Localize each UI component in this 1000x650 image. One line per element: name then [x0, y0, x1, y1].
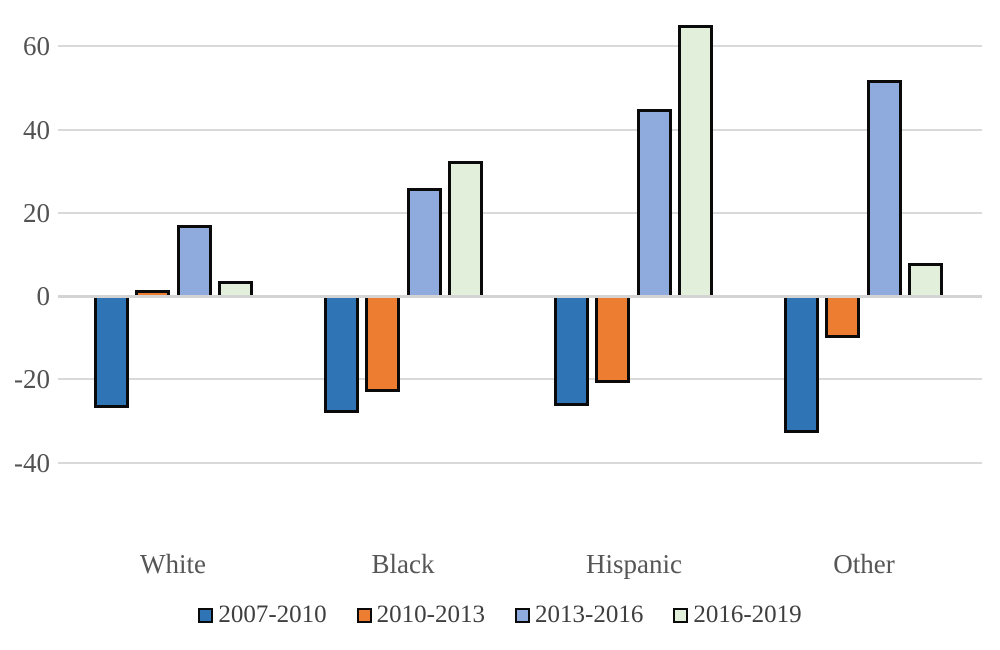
- legend: 2007-2010 2010-2013 2013-2016 2016-2019: [0, 598, 1000, 632]
- x-axis-category-white: White: [140, 549, 206, 579]
- bar-2016-2019-black: [448, 160, 483, 296]
- bar-2013-2016-black: [406, 187, 442, 296]
- legend-label: 2013-2016: [535, 601, 644, 628]
- legend-label: 2016-2019: [693, 601, 802, 628]
- bar-2007-2010-other: [783, 296, 819, 434]
- bar-2013-2016-white: [176, 225, 212, 296]
- y-gridline: [58, 45, 982, 48]
- legend-swatch-icon: [198, 607, 214, 623]
- y-gridline: [58, 378, 982, 381]
- legend-swatch-icon: [673, 607, 689, 623]
- legend-swatch-icon: [515, 607, 530, 623]
- x-axis-category-hispanic: Hispanic: [586, 549, 682, 579]
- y-axis-tick-label: 0: [36, 281, 51, 311]
- bar-2010-2013-black: [365, 296, 400, 392]
- bar-2010-2013-hispanic: [595, 296, 630, 384]
- y-gridline: [58, 211, 982, 214]
- bar-2013-2016-other: [866, 79, 902, 296]
- bar-2016-2019-other: [908, 262, 943, 296]
- legend-swatch-icon: [356, 607, 372, 623]
- legend-item-2016-2019: 2016-2019: [673, 601, 802, 629]
- y-gridline: [58, 128, 982, 131]
- x-axis-zero-line: [58, 294, 982, 298]
- y-axis-tick-label: -40: [14, 447, 50, 478]
- legend-label: 2007-2010: [218, 601, 327, 628]
- y-gridline: [58, 461, 982, 464]
- y-axis-tick-label: 60: [23, 31, 50, 62]
- y-axis-tick-label: 40: [23, 114, 50, 145]
- x-axis-category-other: Other: [833, 549, 895, 579]
- bar-2016-2019-white: [218, 281, 253, 296]
- bar-2007-2010-black: [323, 296, 359, 413]
- bar-2016-2019-hispanic: [678, 25, 713, 296]
- legend-item-2013-2016: 2013-2016: [515, 601, 643, 629]
- bar-2010-2013-white: [135, 289, 170, 296]
- x-axis-category-black: Black: [371, 549, 435, 579]
- legend-item-2007-2010: 2007-2010: [198, 601, 327, 629]
- bar-2013-2016-hispanic: [636, 108, 672, 296]
- bar-2007-2010-white: [93, 296, 129, 409]
- y-axis-tick-label: -20: [14, 364, 50, 395]
- bar-2010-2013-other: [825, 296, 860, 338]
- bar-2007-2010-hispanic: [553, 296, 589, 407]
- y-axis-tick-label: 20: [23, 197, 50, 228]
- legend-item-2010-2013: 2010-2013: [356, 601, 485, 629]
- legend-label: 2010-2013: [376, 601, 485, 628]
